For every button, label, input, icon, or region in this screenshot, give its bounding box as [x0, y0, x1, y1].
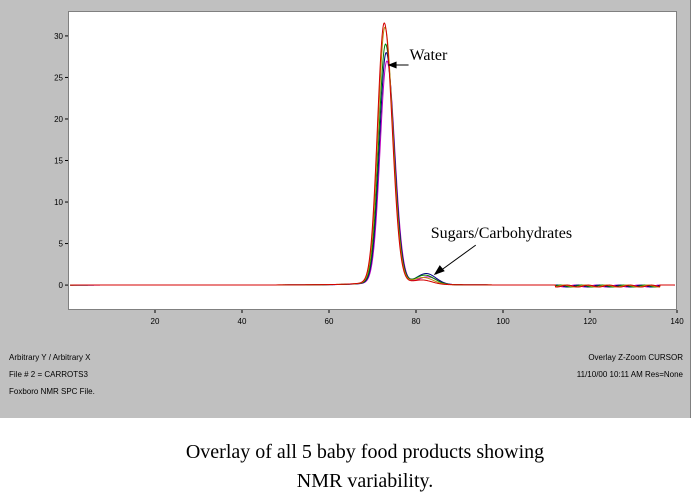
series-line — [70, 52, 675, 288]
y-tick-label: 15 — [54, 157, 63, 166]
y-tick-label: 5 — [59, 240, 64, 249]
x-tick-label: 40 — [238, 317, 247, 326]
zoom-mode-label: Overlay Z-Zoom CURSOR — [588, 353, 683, 362]
y-tick-label: 25 — [54, 73, 63, 82]
arrow-head-icon — [433, 265, 445, 276]
source-label: Foxboro NMR SPC File. — [9, 387, 95, 396]
figure-caption: Overlay of all 5 baby food products show… — [0, 438, 691, 496]
x-tick-label: 140 — [670, 317, 684, 326]
y-tick-label: 0 — [59, 281, 64, 290]
annotation-sugars: Sugars/Carbohydrates — [431, 225, 572, 242]
timestamp-label: 11/10/00 10:11 AM Res=None — [576, 370, 683, 379]
file-label: File # 2 = CARROTS3 — [9, 370, 88, 379]
caption-line-1: Overlay of all 5 baby food products show… — [185, 441, 545, 463]
x-tick-label: 100 — [496, 317, 510, 326]
x-tick-label: 120 — [583, 317, 597, 326]
annotation-water: Water — [410, 47, 448, 64]
x-tick-label: 80 — [412, 317, 421, 326]
axis-units-label: Arbitrary Y / Arbitrary X — [9, 353, 91, 362]
arrow-head-icon — [387, 61, 397, 69]
nmr-overlay-chart: 0 5 10 15 20 25 30 20 40 60 80 100 120 140 Water Sugars… — [54, 22, 684, 326]
series-line — [70, 43, 675, 288]
x-tick-label: 20 — [151, 317, 160, 326]
series-line — [70, 22, 675, 288]
y-tick-label: 10 — [54, 198, 63, 207]
x-tick-label: 60 — [325, 317, 334, 326]
y-tick-label: 30 — [54, 32, 63, 41]
y-tick-label: 20 — [54, 115, 63, 124]
caption-line-2: NMR variability. — [296, 470, 434, 492]
